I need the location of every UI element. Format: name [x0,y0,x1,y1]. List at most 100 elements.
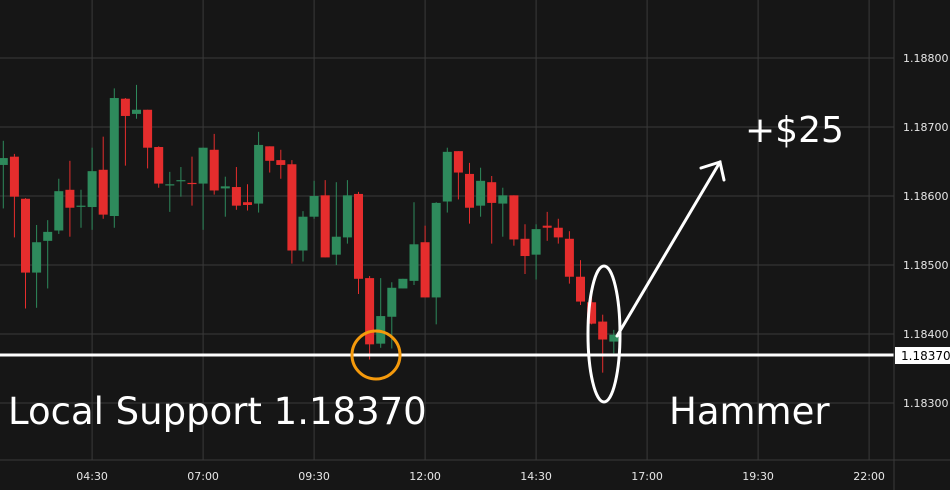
candle-body [0,158,8,165]
candle-bullish [309,180,319,219]
candle-body [576,276,585,302]
candle-body [65,189,75,208]
candle-body [342,195,352,238]
hammer-highlight-ellipse [586,264,622,404]
candle-body [176,180,186,182]
candle-bullish [531,224,541,280]
candle-bearish [187,156,197,206]
price-axis: 1.18800 1.18700 1.18600 1.18500 1.18400 1.183… [903,52,949,410]
candle-body [331,236,341,255]
candle-bullish [32,224,42,308]
candle-body [231,187,241,206]
candle-body [143,109,153,148]
profit-label: +$25 [745,110,844,151]
candle-body [587,302,597,324]
candle-bearish [553,218,563,244]
candle-bearish [365,276,375,360]
candle-bullish [0,140,8,209]
candle-bullish [342,180,352,244]
candle-bullish [87,147,97,230]
candle-body [43,231,53,241]
candle-body [9,156,19,197]
candle-body [609,334,619,342]
candle-bullish [476,167,486,217]
candle-bearish [576,260,585,306]
candle-bearish [98,136,108,219]
time-tick-label: 07:00 [187,470,219,483]
candle-bearish [420,225,430,298]
candle-bullish [298,211,308,262]
candle-bullish [254,131,264,213]
candle-bearish [21,198,30,309]
candle-bullish [176,167,186,197]
time-tick-label: 04:30 [76,470,108,483]
candle-body [254,144,264,204]
candle-bearish [520,224,530,274]
candle-body [487,182,497,203]
candle-body [21,198,30,273]
candle-body [598,321,608,340]
candle-bearish [598,314,608,373]
support-touch-circle [350,329,402,381]
candle-body [542,225,552,228]
time-axis: 04:30 07:00 09:30 12:00 14:30 17:00 19:30 22:00 [76,470,885,483]
candle-bullish [220,176,230,217]
price-tag-label: 1.18370 [901,349,950,363]
candle-body [376,316,386,344]
candle-body [564,238,574,277]
candle-bearish [542,211,552,241]
candle-bearish [243,184,252,211]
candle-bearish [287,160,297,264]
candle-bullish [398,278,408,289]
candle-body [520,238,530,257]
candle-bearish [487,175,497,244]
candle-body [220,186,230,189]
candle-body [320,195,330,258]
candle-body [243,202,252,205]
candle-body [453,151,463,173]
time-tick-label: 14:30 [520,470,552,483]
candle-bearish [154,146,164,188]
candle-bullish [132,84,141,119]
candle-body [76,205,86,207]
candle-bullish [43,220,53,289]
candle-body [165,184,175,186]
candle-bearish [564,231,574,284]
price-tick-label: 1.18700 [903,121,949,134]
price-tick-label: 1.18600 [903,190,949,203]
candle-bearish [265,146,275,173]
candle-bearish [231,167,241,210]
candle-body [265,146,275,161]
candle-bullish [331,182,341,265]
candle-bearish [143,109,153,169]
candle-bullish [376,278,386,348]
pattern-label: Hammer [669,390,830,433]
candle-body [287,164,297,251]
candle-bullish [442,147,452,213]
price-tick-label: 1.18300 [903,397,949,410]
candle-bullish [109,88,119,228]
candle-bullish [198,147,208,230]
candle-body [298,216,308,251]
candle-bullish [498,187,508,237]
candle-body [398,278,408,289]
candle-body [209,149,219,191]
up-arrow-icon [615,160,726,338]
candle-bearish [465,162,474,224]
candle-bearish [509,195,519,246]
candle-bearish [9,153,19,238]
candle-body [354,193,363,279]
candle-body [531,229,541,255]
candle-body [365,278,375,345]
grid [0,0,894,460]
candle-bullish [431,202,441,325]
time-tick-label: 12:00 [409,470,441,483]
candle-bearish [276,149,286,179]
candle-body [409,244,419,281]
candle-body [98,169,108,215]
candle-bearish [354,191,363,294]
candle-bullish [409,202,419,286]
price-tag-box [895,347,950,364]
